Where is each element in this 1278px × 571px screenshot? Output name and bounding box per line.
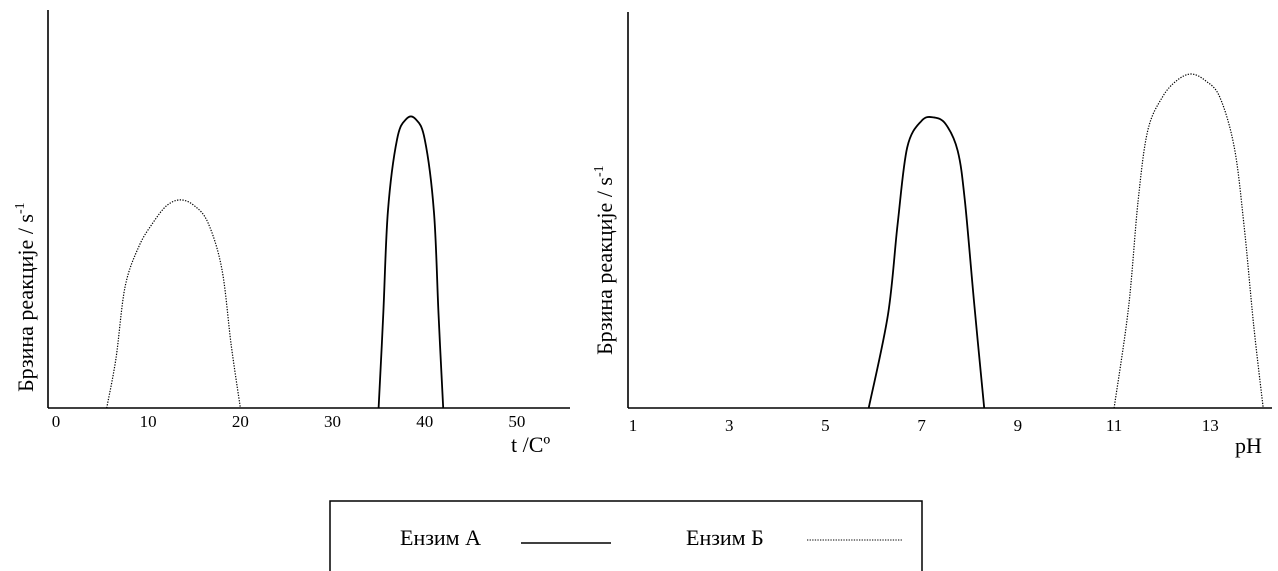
y-axis-title: Брзина реакције / s-1 — [13, 202, 38, 392]
x-tick-label: 50 — [508, 412, 525, 431]
legend-label-enzyme-a: Ензим А — [400, 525, 481, 550]
y-axis-title-text: Брзина реакције / s — [592, 177, 617, 355]
x-tick-label: 10 — [140, 412, 157, 431]
series-group — [867, 73, 1264, 409]
y-axis-title-superscript: -1 — [592, 165, 607, 177]
series-line-enzyme-a — [377, 115, 445, 409]
x-tick-label: 0 — [52, 412, 61, 431]
x-tick-label: 30 — [324, 412, 341, 431]
x-tick-labels: 1 3 5 7 9 11 13 — [629, 416, 1219, 435]
x-axis-title: t /Cº — [511, 432, 550, 457]
y-axis-title-text: Брзина реакције / s — [13, 214, 38, 392]
series-line-enzyme-b — [106, 199, 241, 409]
x-tick-labels: 0 10 20 30 40 50 — [52, 412, 526, 431]
y-axis-title: Брзина реакције / s-1 — [592, 165, 617, 355]
x-tick-label: 13 — [1202, 416, 1219, 435]
x-tick-label: 1 — [629, 416, 638, 435]
temperature-chart: 0 10 20 30 40 50 t /Cº Брзина реакције / s-1 — [13, 10, 570, 457]
legend-box — [329, 500, 923, 571]
x-tick-label: 5 — [821, 416, 830, 435]
x-tick-label: 40 — [416, 412, 433, 431]
x-tick-label: 9 — [1014, 416, 1023, 435]
x-tick-label: 11 — [1106, 416, 1122, 435]
x-tick-label: 3 — [725, 416, 734, 435]
x-tick-label: 20 — [232, 412, 249, 431]
series-line-enzyme-a — [867, 116, 986, 409]
x-axis-title: pH — [1235, 433, 1262, 458]
series-line-enzyme-b — [1113, 73, 1264, 409]
legend: Ензим А Ензим Б — [329, 500, 923, 571]
y-axis-title-superscript: -1 — [13, 202, 28, 214]
legend-label-enzyme-b: Ензим Б — [686, 525, 764, 550]
series-group — [106, 115, 445, 409]
x-tick-label: 7 — [917, 416, 926, 435]
ph-chart: 1 3 5 7 9 11 13 pH Брзина реакције / s-1 — [592, 12, 1272, 458]
